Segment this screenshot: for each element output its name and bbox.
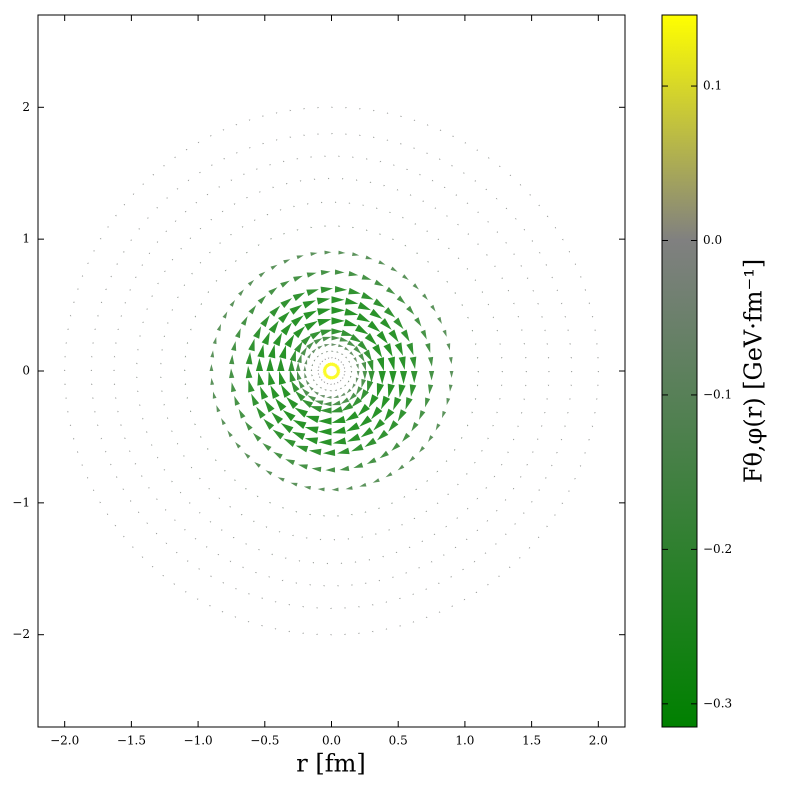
x-tick-label: 0.5: [389, 734, 408, 748]
quiver-ring: [184, 225, 479, 517]
colorbar-tick-label: 0.1: [703, 79, 722, 93]
y-tick-label: 0: [22, 364, 30, 378]
x-tick-label: 1.0: [455, 734, 474, 748]
x-tick-label: −1.5: [117, 734, 146, 748]
quiver-ring: [288, 328, 375, 414]
colorbar: [661, 14, 698, 728]
quiver-ring: [317, 357, 346, 385]
colorbar-label: Fθ,φ(r) [GeV·fm⁻¹]: [740, 259, 768, 483]
x-tick-label: −1.0: [184, 734, 213, 748]
y-tick-label: 2: [22, 100, 30, 114]
quiver-ring: [90, 132, 573, 610]
quiver-ring: [310, 350, 353, 392]
quiver-ring: [136, 177, 528, 565]
x-tick-label: 2.0: [589, 734, 608, 748]
x-tick-label: 1.5: [522, 734, 541, 748]
quiver-ring: [322, 362, 341, 380]
quiver-ring: [63, 106, 600, 636]
colorbar-tick-label: 0.0: [703, 233, 722, 247]
y-tick-label: −2: [12, 627, 30, 641]
colorbar-tick-label: −0.1: [703, 387, 732, 401]
quiver-ring: [113, 155, 550, 587]
y-tick-label: 1: [22, 232, 30, 246]
x-tick-label: 0.0: [322, 734, 341, 748]
quiver-ring: [266, 306, 397, 436]
plot-frame: [37, 14, 626, 728]
x-axis-label: r [fm]: [296, 750, 365, 778]
quiver-ring: [295, 335, 368, 407]
y-tick-label: −1: [12, 495, 30, 509]
colorbar-tick-label: −0.2: [703, 542, 732, 556]
x-tick-label: −2.0: [50, 734, 79, 748]
x-tick-label: −0.5: [250, 734, 279, 748]
colorbar-tick-label: −0.3: [703, 696, 732, 710]
